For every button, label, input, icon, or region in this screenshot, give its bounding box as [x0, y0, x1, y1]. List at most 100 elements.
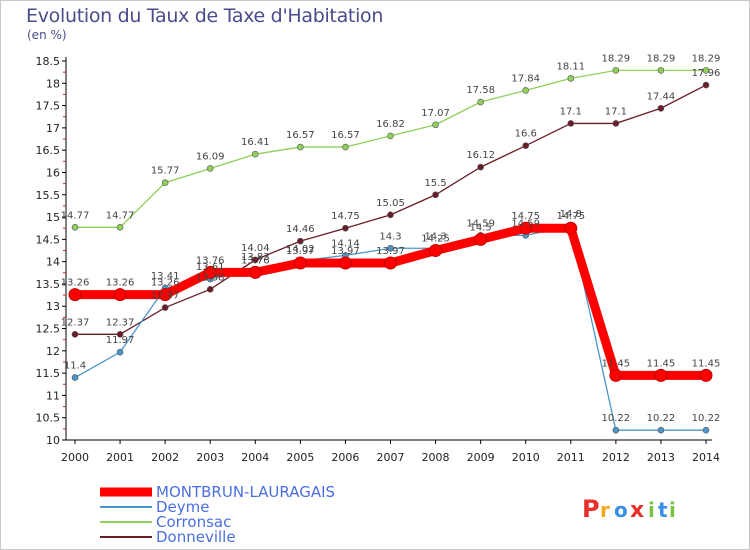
data-label: 12.37	[106, 317, 135, 328]
y-tick-label: 14.5	[36, 233, 61, 246]
y-tick-label: 16.5	[36, 144, 61, 157]
data-label: 13.41	[151, 271, 180, 282]
data-label: 13.61	[196, 262, 225, 273]
data-point	[71, 331, 79, 338]
logo-letter: i	[669, 498, 676, 522]
data-point	[564, 221, 578, 235]
x-tick-label: 2010	[512, 451, 540, 464]
data-point	[293, 256, 307, 270]
data-label: 16.57	[286, 130, 315, 141]
data-label: 18.29	[602, 53, 631, 64]
data-label: 16.09	[196, 151, 225, 162]
data-label: 14.59	[466, 218, 495, 229]
data-point	[657, 104, 665, 112]
data-point	[116, 331, 124, 338]
data-point	[519, 221, 533, 235]
data-point	[251, 150, 259, 158]
data-point	[251, 256, 259, 264]
data-label: 17.1	[560, 106, 582, 117]
y-tick-label: 16	[46, 166, 60, 179]
data-label: 10.22	[692, 413, 721, 424]
data-point	[161, 179, 169, 187]
data-label: 14.46	[286, 224, 315, 235]
series-corronsac	[71, 67, 710, 231]
data-point	[297, 237, 304, 245]
data-point	[657, 426, 665, 434]
data-label: 17.1	[605, 106, 627, 117]
data-point	[387, 132, 394, 140]
data-point	[203, 265, 217, 279]
data-label: 14.75	[556, 211, 585, 222]
data-point	[477, 163, 484, 171]
y-tick-label: 15.5	[36, 189, 61, 202]
y-tick-label: 13.5	[36, 278, 61, 291]
data-label: 10.22	[647, 413, 676, 424]
data-label: 14.77	[106, 210, 135, 221]
data-label: 16.41	[241, 137, 270, 148]
data-point	[477, 98, 484, 106]
y-tick-label: 11.5	[36, 367, 61, 380]
data-point	[116, 348, 124, 356]
data-point	[342, 143, 349, 151]
legend-label: Corronsac	[156, 513, 231, 531]
data-label: 14.14	[331, 238, 360, 249]
x-tick-label: 2001	[106, 451, 134, 464]
x-tick-label: 2004	[241, 451, 269, 464]
data-point	[522, 87, 530, 94]
logo-letter: r	[600, 498, 610, 522]
y-tick-label: 10	[46, 434, 60, 447]
data-point	[206, 285, 214, 293]
series-donneville	[71, 81, 710, 338]
data-point	[158, 288, 172, 302]
data-label: 13.97	[286, 246, 315, 257]
data-label: 14.3	[379, 231, 401, 242]
data-label: 15.5	[424, 178, 446, 189]
chart-subtitle: (en %)	[27, 28, 67, 42]
x-tick-label: 2011	[557, 451, 585, 464]
data-label: 15.77	[151, 166, 180, 177]
y-tick-label: 18.5	[36, 55, 61, 68]
y-tick-label: 11	[46, 389, 60, 402]
data-point	[612, 426, 620, 434]
data-point	[612, 120, 620, 127]
y-tick-label: 13	[46, 300, 60, 313]
x-tick-label: 2005	[286, 451, 314, 464]
data-point	[609, 368, 623, 382]
chart-title: Evolution du Taux de Taxe d'Habitation	[26, 5, 384, 27]
data-point	[384, 256, 397, 270]
data-point	[429, 244, 443, 257]
x-tick-label: 2003	[196, 451, 224, 464]
series-montbrun-lauragais	[68, 221, 713, 382]
data-label: 13.26	[151, 278, 180, 289]
data-point	[297, 143, 304, 151]
y-tick-label: 17.5	[36, 100, 61, 113]
data-label: 14.77	[61, 210, 90, 221]
data-point	[432, 121, 439, 129]
y-tick-label: 12	[46, 345, 60, 358]
x-tick-label: 2008	[422, 451, 450, 464]
data-label: 14.75	[331, 211, 360, 222]
x-tick-label: 2006	[331, 451, 359, 464]
logo-letter: i	[648, 498, 655, 522]
data-point	[699, 368, 713, 382]
data-label: 14.8	[560, 209, 582, 220]
data-point	[657, 67, 665, 74]
data-label: 16.82	[376, 119, 405, 130]
data-label: 14.02	[286, 244, 315, 255]
data-label: 18.29	[692, 53, 721, 64]
data-point	[474, 232, 488, 246]
data-label: 13.76	[196, 255, 225, 266]
data-label: 13.26	[106, 278, 135, 289]
legend-label: Donneville	[156, 528, 236, 546]
data-point	[68, 288, 82, 302]
y-tick-label: 14	[46, 256, 60, 269]
data-label: 13.38	[196, 272, 225, 283]
data-point	[387, 244, 394, 252]
data-point	[567, 120, 575, 127]
data-label: 16.6	[515, 129, 537, 140]
data-point	[71, 374, 79, 381]
y-tick-label: 10.5	[36, 412, 61, 425]
data-point	[206, 165, 214, 172]
